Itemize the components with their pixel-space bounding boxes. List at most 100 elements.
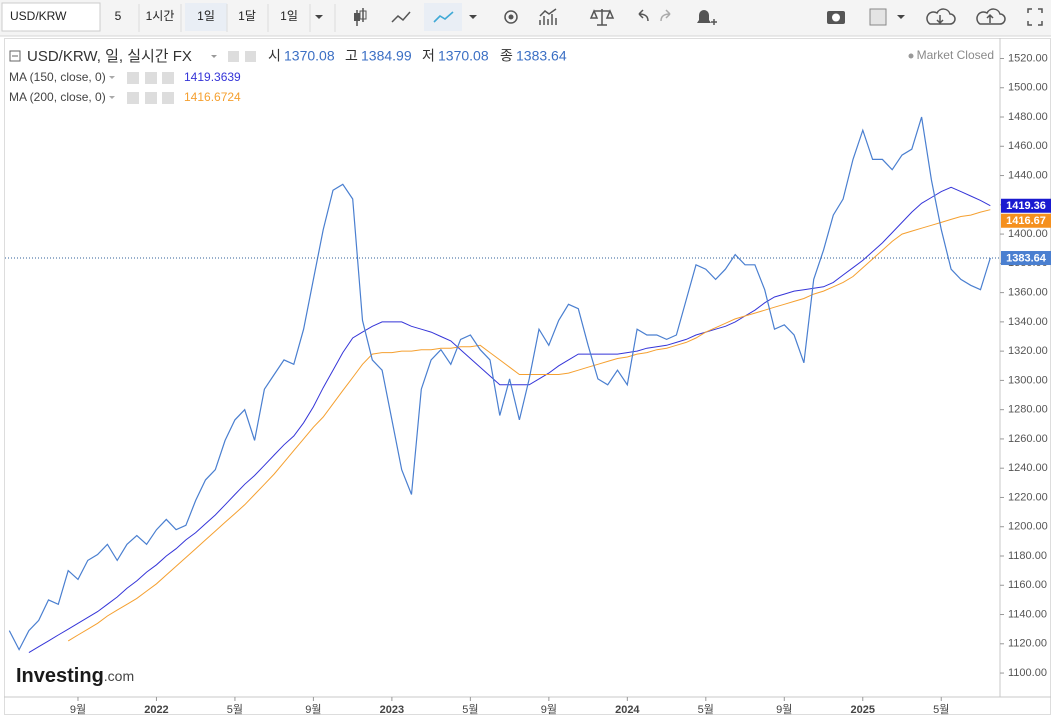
redo-icon[interactable] — [660, 9, 671, 22]
legend-icon[interactable] — [127, 92, 139, 104]
legend-value: 1416.6724 — [184, 90, 241, 104]
chart-title: USD/KRW, 일, 실시간 FX — [27, 48, 192, 65]
ohlc-value: 1383.64 — [516, 48, 567, 64]
y-tick-label: 1120.00 — [1008, 638, 1047, 650]
x-tick-label: 5월 — [462, 703, 478, 716]
active-button-bg — [185, 3, 227, 31]
logo-suffix: .com — [104, 668, 134, 684]
x-tick-label: 5월 — [227, 703, 243, 716]
cloud-upload-icon[interactable] — [976, 8, 1006, 25]
legend-icon[interactable] — [162, 72, 174, 84]
settings-icon[interactable] — [504, 10, 518, 24]
y-tick-label: 1360.00 — [1008, 287, 1048, 299]
legend-icon[interactable] — [162, 92, 174, 104]
y-tick-label: 1480.00 — [1008, 111, 1048, 123]
ohlc-value: 1370.08 — [438, 48, 489, 64]
dropdown-arrow[interactable] — [897, 15, 905, 19]
y-tick-label: 1460.00 — [1008, 140, 1048, 152]
camera-lens — [832, 13, 840, 22]
logo: Investing.com — [16, 665, 134, 687]
series-line — [8, 116, 991, 651]
price-badge — [1001, 213, 1051, 228]
interval-button[interactable]: 1일 — [197, 9, 215, 23]
x-tick-label: 2025 — [851, 704, 875, 716]
gear-icon[interactable] — [245, 51, 256, 62]
series-line — [28, 186, 991, 654]
y-tick-label: 1500.00 — [1008, 82, 1048, 94]
legend-icon[interactable] — [127, 72, 139, 84]
interval-button[interactable]: 1달 — [238, 9, 256, 23]
undo-icon[interactable] — [638, 9, 649, 22]
ohlc-label: 종 — [500, 48, 513, 64]
ohlc-label: 시 — [268, 48, 281, 64]
color-box[interactable] — [869, 8, 887, 26]
market-status: Market Closed — [917, 48, 994, 62]
interval-button[interactable]: 5 — [115, 9, 122, 23]
price-badge — [1001, 251, 1051, 266]
title-arrow[interactable] — [211, 55, 217, 58]
legend-value: 1419.3639 — [184, 70, 241, 84]
price-badge-label: 1383.64 — [1006, 252, 1047, 264]
x-tick-label: 5월 — [933, 703, 949, 716]
status-dot — [908, 53, 914, 59]
x-tick-label: 9월 — [70, 703, 86, 716]
y-tick-label: 1100.00 — [1008, 667, 1047, 679]
logo-main: Investing — [16, 665, 104, 687]
symbol-box[interactable] — [1, 2, 101, 32]
x-tick-label: 5월 — [698, 703, 714, 716]
line-icon[interactable] — [391, 11, 411, 23]
y-tick-label: 1440.00 — [1008, 169, 1048, 181]
y-tick-label: 1520.00 — [1008, 52, 1048, 64]
price-badge-label: 1416.67 — [1006, 215, 1046, 227]
dropdown-arrow[interactable] — [469, 15, 477, 19]
x-tick-label: 9월 — [776, 703, 792, 716]
cloud-download-icon[interactable] — [926, 8, 956, 25]
scale-icon[interactable] — [589, 9, 615, 26]
y-tick-label: 1200.00 — [1008, 521, 1048, 533]
eye-icon[interactable] — [228, 51, 239, 62]
ohlc-value: 1384.99 — [361, 48, 412, 64]
y-tick-label: 1180.00 — [1008, 550, 1047, 562]
ohlc-label: 고 — [345, 48, 358, 64]
legend-icon[interactable] — [145, 92, 157, 104]
dropdown-arrow[interactable] — [315, 15, 323, 19]
legend-arrow[interactable] — [109, 76, 115, 79]
x-tick-label: 2024 — [615, 704, 640, 716]
alert-plus — [711, 19, 717, 25]
settings-dot — [508, 14, 514, 20]
y-tick-label: 1140.00 — [1008, 608, 1047, 620]
price-badge — [1001, 198, 1051, 213]
ohlc-label: 저 — [422, 48, 435, 64]
symbol[interactable]: USD/KRW — [10, 9, 67, 23]
toolbar: USD/KRW 5 1시간 1일 1달 1일 — [0, 0, 1051, 37]
y-tick-label: 1320.00 — [1008, 345, 1048, 357]
collapse-icon[interactable] — [9, 50, 21, 62]
y-tick-label: 1400.00 — [1008, 228, 1048, 240]
y-tick-label: 1160.00 — [1008, 579, 1047, 591]
legend-name: MA (200, close, 0) — [9, 90, 106, 104]
x-tick-label: 9월 — [541, 703, 557, 716]
y-tick-label: 1220.00 — [1008, 491, 1048, 503]
x-tick-label: 9월 — [305, 703, 321, 716]
legend-name: MA (150, close, 0) — [9, 70, 106, 84]
y-tick-label: 1260.00 — [1008, 433, 1048, 445]
y-tick-label: 1280.00 — [1008, 404, 1048, 416]
x-tick-label: 2023 — [380, 704, 404, 716]
interval-button[interactable]: 1시간 — [146, 9, 175, 23]
fullscreen-icon[interactable] — [1027, 8, 1043, 26]
y-tick-label: 1340.00 — [1008, 316, 1048, 328]
interval-button[interactable]: 1일 — [280, 9, 298, 23]
alert-icon[interactable] — [697, 10, 711, 23]
price-badge-label: 1419.36 — [1006, 200, 1046, 212]
legend-arrow[interactable] — [109, 96, 115, 99]
area-icon[interactable] — [433, 11, 454, 23]
x-tick-label: 2022 — [144, 704, 168, 716]
candles-icon[interactable] — [354, 8, 367, 26]
legend-icon[interactable] — [145, 72, 157, 84]
y-tick-label: 1240.00 — [1008, 462, 1048, 474]
indicator-icon[interactable] — [539, 8, 557, 25]
series-line — [67, 209, 991, 642]
ohlc-value: 1370.08 — [284, 48, 335, 64]
